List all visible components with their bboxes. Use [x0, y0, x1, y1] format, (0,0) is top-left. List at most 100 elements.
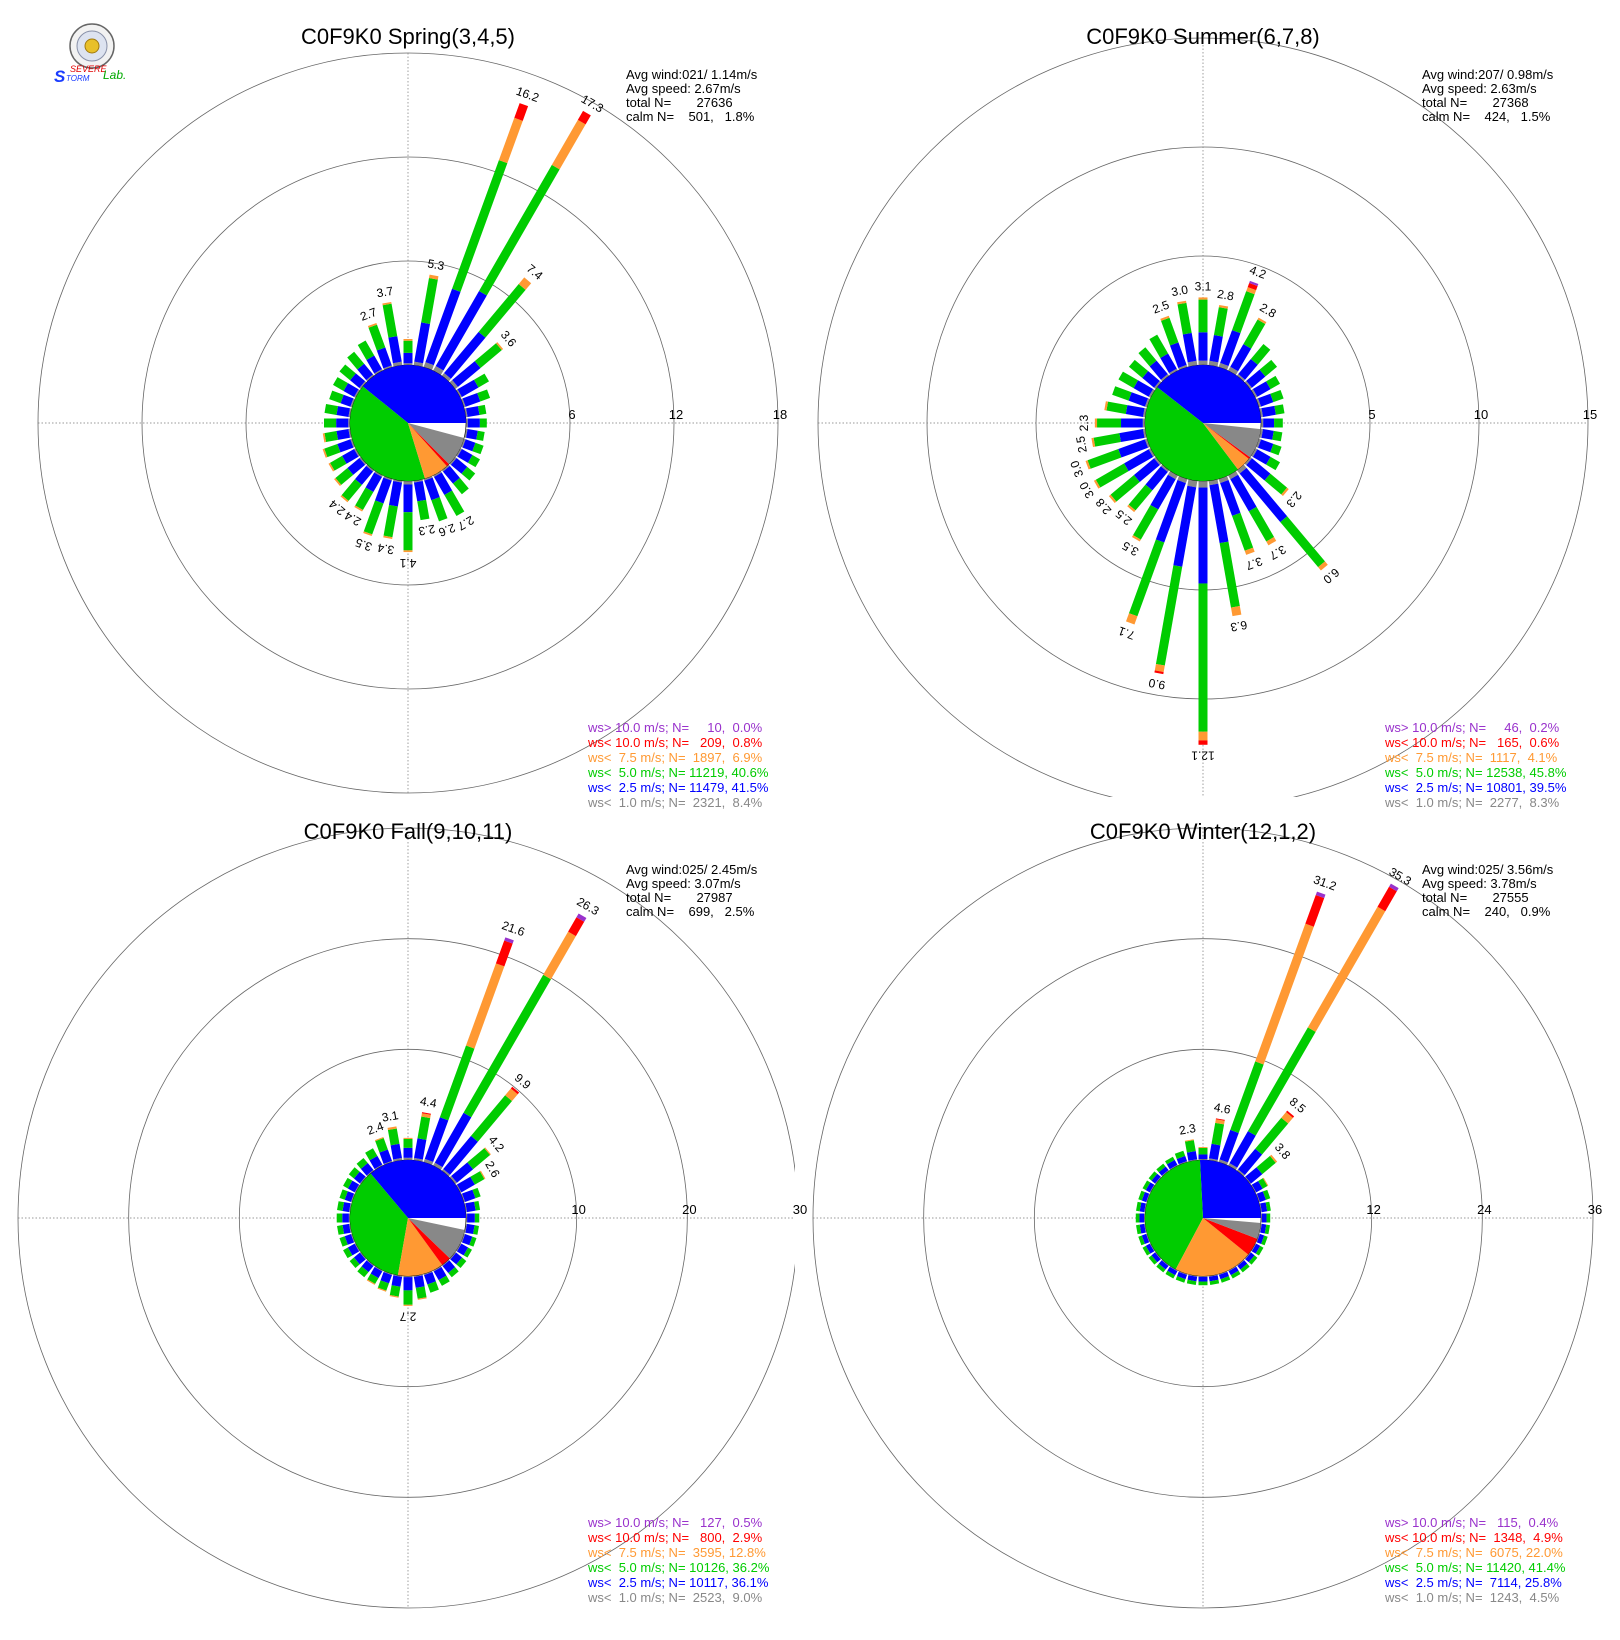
bar-segment-ws-lt-1 [366, 464, 375, 472]
bar-segment-ws-lt-1 [348, 1213, 350, 1223]
bar-segment-ws-lt-5 [444, 490, 465, 517]
bar-segment-ws-lt-1 [1149, 1243, 1156, 1252]
bar-segment-ws-lt-2-5 [414, 322, 431, 364]
bar-segment-ws-lt-2-5 [1246, 458, 1271, 481]
bar-segment-ws-lt-1 [1198, 360, 1208, 365]
bar-segment-ws-lt-7-5 [1218, 304, 1229, 309]
pie-slice-ws-lt-7-5 [1175, 1218, 1249, 1276]
legend-entry: ws< 2.5 m/s; N= 10801, 39.5% [1384, 780, 1567, 795]
bar-segment-ws-lt-1 [1198, 1276, 1208, 1277]
stats-line: total N= 27636 [626, 95, 733, 110]
bar-segment-ws-lt-2-5 [462, 439, 476, 452]
bar-segment-ws-lt-2-5 [342, 1223, 351, 1234]
stats-line: Avg speed: 2.63m/s [1422, 81, 1537, 96]
bar-segment-ws-lt-5 [1270, 389, 1284, 403]
bar-segment-ws-lt-5 [1184, 1140, 1196, 1153]
bar-segment-ws-lt-2-5 [425, 288, 461, 366]
legend-entry: ws> 10.0 m/s; N= 46, 0.2% [1384, 720, 1560, 735]
bar-segment-ws-lt-10 [421, 1112, 431, 1115]
bar-segment-ws-lt-5 [1149, 334, 1169, 359]
bar-segment-ws-lt-1 [393, 479, 403, 483]
bar-segment-ws-lt-2-5 [1182, 332, 1197, 363]
wind-bar [1094, 418, 1145, 428]
bar-segment-ws-lt-2-5 [1261, 1213, 1267, 1223]
bar-segment-ws-lt-7-5 [367, 322, 377, 328]
bar-segment-ws-lt-2-5 [1139, 1223, 1146, 1234]
bar-segment-ws-lt-2-5 [347, 457, 366, 475]
wind-bar [1250, 375, 1281, 398]
bar-segment-ws-lt-5 [1255, 1245, 1264, 1256]
bar-segment-ws-lt-5 [472, 1187, 481, 1199]
wind-bar [367, 322, 393, 371]
bar-segment-ws-lt-5 [1095, 463, 1129, 488]
bar-segment-ws-lt-2-5 [342, 448, 359, 464]
bar-segment-ws-lt-7-5 [1230, 606, 1242, 617]
wind-bar [403, 481, 413, 553]
bar-segment-ws-lt-2-5 [336, 406, 350, 418]
bar-segment-ws-lt-5 [1232, 512, 1254, 551]
bar-segment-ws-lt-2-5 [1141, 1192, 1150, 1203]
bar-segment-ws-lt-7-5 [505, 1088, 518, 1102]
bar-segment-ws-lt-1 [403, 363, 413, 365]
bar-segment-ws-lt-7-5 [543, 931, 576, 980]
bar-segment-ws-lt-2-5 [466, 428, 478, 440]
bar-segment-ws-lt-1 [455, 1243, 462, 1252]
bar-segment-ws-lt-5 [1266, 456, 1281, 471]
bar-segment-ws-lt-2-5 [1238, 1148, 1263, 1176]
bar-segment-ws-lt-2-5 [347, 1243, 360, 1256]
bar-segment-ws-lt-5 [375, 1138, 388, 1153]
bar-segment-ws-lt-7-5 [1198, 1147, 1208, 1149]
bar-segment-ws-lt-5 [463, 974, 552, 1118]
bar-segment-ws-lt-1 [433, 1265, 442, 1272]
bar-segment-ws-lt-5 [472, 442, 484, 455]
bar-total-label: 3.4 [376, 540, 395, 557]
bar-segment-ws-lt-2-5 [1145, 1182, 1155, 1193]
bar-segment-ws-lt-2-5 [353, 1171, 366, 1184]
bar-segment-ws-lt-5 [417, 499, 430, 521]
bar-segment-ws-lt-1 [354, 1184, 361, 1193]
bar-segment-ws-lt-2-5 [1139, 1202, 1146, 1213]
bar-segment-ws-lt-2-5 [462, 393, 481, 407]
bar-segment-ws-lt-2-5 [369, 1155, 383, 1170]
pie-slice-ws-lt-7-5 [408, 423, 447, 479]
bar-segment-ws-lt-7-5 [403, 339, 413, 341]
bar-segment-ws-lt-5 [333, 377, 349, 391]
wind-bar [433, 913, 587, 1171]
bar-total-label: 4.6 [1213, 1100, 1232, 1117]
bar-total-label: 2.6 [436, 521, 457, 540]
bar-segment-ws-lt-7-5 [1125, 613, 1138, 625]
bar-segment-ws-lt-1 [393, 1274, 403, 1277]
wind-bar [333, 377, 361, 398]
wind-bars [1135, 883, 1399, 1286]
wind-bar [329, 390, 356, 408]
bar-total-label: 2.5 [1151, 298, 1172, 317]
wind-bar [1228, 1265, 1241, 1279]
bar-segment-ws-lt-5 [377, 1280, 389, 1291]
bar-segment-ws-lt-1 [1250, 1243, 1257, 1252]
bar-segment-ws-lt-1 [1255, 438, 1262, 448]
bar-segment-ws-lt-10 [1377, 886, 1397, 912]
wind-bars [1085, 280, 1328, 745]
wind-bar [403, 339, 413, 365]
bar-segment-ws-lt-1 [1160, 374, 1170, 382]
pie-slice-ws-lt-1 [408, 423, 465, 465]
panel-title: C0F9K0 Summer(6,7,8) [1086, 24, 1320, 49]
bar-segment-ws-lt-2-5 [336, 428, 350, 440]
bar-segment-ws-lt-2-5 [388, 481, 403, 507]
wind-bar [1142, 1180, 1156, 1193]
ring-label: 10 [1474, 407, 1488, 422]
bar-segment-ws-lt-1 [1208, 360, 1219, 367]
bar-segment-ws-lt-5 [470, 1095, 513, 1142]
stats-line: Avg speed: 3.78m/s [1422, 876, 1537, 891]
wind-bar [1156, 1259, 1170, 1273]
bar-segment-ws-lt-2-5 [1229, 1131, 1256, 1168]
bar-segment-ws-lt-5 [1156, 1163, 1166, 1173]
bar-segment-ws-lt-10 [1198, 740, 1208, 745]
bar-segment-ws-lt-7-5 [1281, 487, 1289, 496]
bar-segment-ws-lt-7-5 [334, 478, 342, 487]
bar-segment-ws-lt-7-5 [1244, 547, 1255, 555]
bar-segment-ws-lt-1 [413, 1274, 423, 1277]
stats-line: Avg speed: 2.67m/s [626, 81, 741, 96]
bar-segment-ws-lt-5 [368, 324, 386, 351]
bar-segment-ws-lt-2-5 [1119, 429, 1145, 443]
